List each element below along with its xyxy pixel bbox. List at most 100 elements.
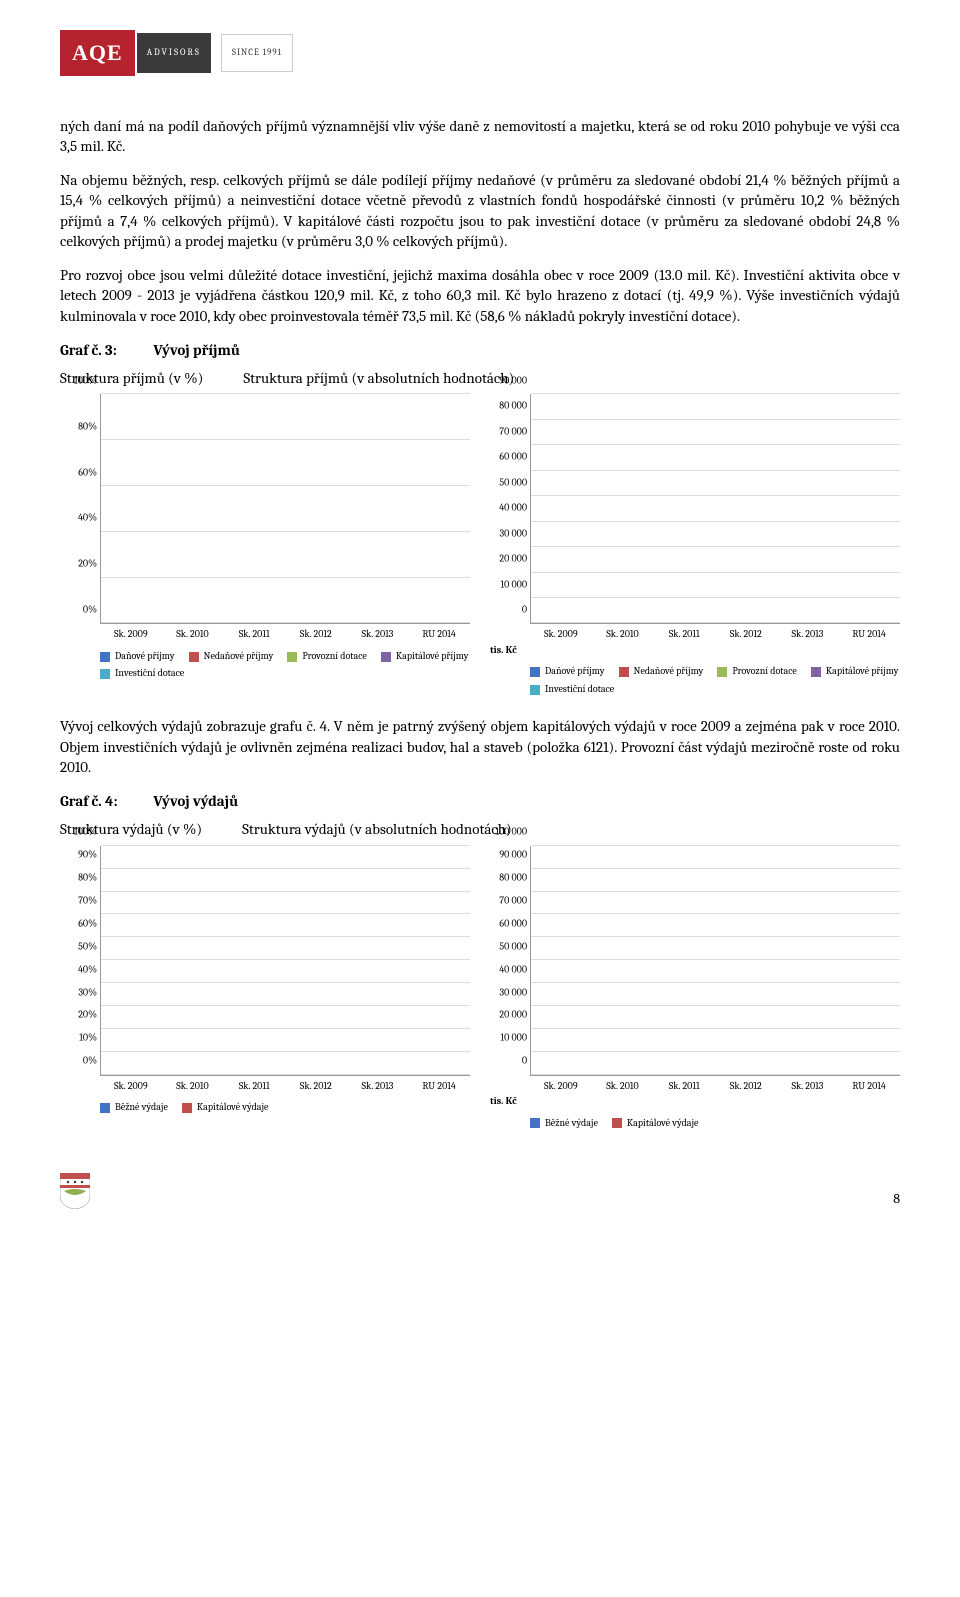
legend-label: Provozní dotace — [302, 650, 367, 664]
x-tick-label: Sk. 2011 — [664, 628, 704, 642]
x-tick-label: Sk. 2013 — [787, 1080, 827, 1094]
y-tick-label: 60 000 — [499, 451, 531, 465]
legend-label: Kapitálové výdaje — [627, 1117, 699, 1131]
y-tick-label: 60 000 — [499, 917, 531, 931]
y-tick-label: 70 000 — [499, 894, 531, 908]
x-tick-label: Sk. 2011 — [234, 628, 274, 642]
logo-aqe: AQE — [60, 30, 135, 76]
y-tick-label: 60% — [78, 917, 101, 931]
paragraph-3: Pro rozvoj obce jsou velmi důležité dota… — [60, 265, 900, 326]
legend-swatch — [100, 1103, 110, 1113]
y-tick-label: 40 000 — [499, 963, 531, 977]
legend-label: Kapitálové příjmy — [826, 665, 899, 679]
subhead-4-right: Struktura výdajů (v absolutních hodnotác… — [202, 819, 900, 839]
legend-swatch — [100, 669, 110, 679]
legend-item: Kapitálové příjmy — [811, 665, 899, 679]
y-tick-label: 60% — [78, 466, 101, 480]
legend-label: Nedaňové příjmy — [634, 665, 704, 679]
y-tick-label: 10 000 — [501, 578, 532, 592]
heading-num: Graf č. 3: — [60, 340, 150, 360]
y-tick-label: 50% — [78, 940, 101, 954]
legend-swatch — [100, 652, 110, 662]
x-tick-label: Sk. 2012 — [726, 628, 766, 642]
y-tick-label: 30 000 — [500, 527, 532, 541]
y-tick-label: 30% — [78, 986, 101, 1000]
x-tick-label: RU 2014 — [849, 628, 889, 642]
y-tick-label: 10 000 — [501, 1032, 532, 1046]
legend-swatch — [381, 652, 391, 662]
legend-item: Provozní dotace — [717, 665, 797, 679]
y-tick-label: 70% — [78, 894, 101, 908]
subhead-row-4: Struktura výdajů (v %) Struktura výdajů … — [60, 819, 900, 839]
y-tick-label: 30 000 — [500, 986, 532, 1000]
legend-item: Nedaňové příjmy — [619, 665, 704, 679]
axis-title: tis. Kč — [490, 1095, 900, 1109]
legend-label: Nedaňové příjmy — [204, 650, 274, 664]
y-tick-label: 100% — [74, 825, 101, 839]
x-tick-label: Sk. 2010 — [602, 628, 642, 642]
x-tick-label: Sk. 2012 — [726, 1080, 766, 1094]
y-tick-label: 10% — [79, 1032, 101, 1046]
chart-3-abs: 010 00020 00030 00040 00050 00060 00070 … — [490, 394, 900, 696]
legend-item: Daňové příjmy — [100, 650, 175, 664]
y-tick-label: 20% — [78, 557, 101, 571]
x-tick-label: Sk. 2010 — [602, 1080, 642, 1094]
legend-item: Nedaňové příjmy — [189, 650, 274, 664]
x-tick-label: Sk. 2009 — [111, 1080, 151, 1094]
y-tick-label: 0 — [522, 603, 531, 617]
legend-swatch — [612, 1118, 622, 1128]
y-tick-label: 80% — [78, 420, 101, 434]
x-tick-label: Sk. 2010 — [172, 1080, 212, 1094]
logo-since: SINCE 1991 — [221, 34, 293, 72]
x-tick-label: Sk. 2010 — [172, 628, 212, 642]
legend-swatch — [619, 667, 629, 677]
legend-swatch — [287, 652, 297, 662]
x-tick-label: RU 2014 — [849, 1080, 889, 1094]
x-tick-label: Sk. 2011 — [664, 1080, 704, 1094]
legend-label: Běžné výdaje — [115, 1101, 168, 1115]
legend-label: Investiční dotace — [545, 683, 614, 697]
y-tick-label: 20% — [78, 1009, 101, 1023]
chart-row-3: 0%20%40%60%80%100%Sk. 2009Sk. 2010Sk. 20… — [60, 394, 900, 696]
paragraph-1: ných daní má na podíl daňových příjmů vý… — [60, 116, 900, 157]
subhead-3-right: Struktura příjmů (v absolutních hodnotác… — [203, 368, 900, 388]
legend-label: Daňové příjmy — [115, 650, 175, 664]
y-tick-label: 70 000 — [499, 425, 531, 439]
y-tick-label: 90% — [78, 848, 101, 862]
y-tick-label: 0 — [522, 1054, 531, 1068]
legend-swatch — [189, 652, 199, 662]
y-tick-label: 20 000 — [499, 552, 531, 566]
legend-swatch — [811, 667, 821, 677]
legend-item: Běžné výdaje — [530, 1117, 598, 1131]
y-tick-label: 100% — [74, 374, 101, 388]
x-tick-label: Sk. 2012 — [296, 628, 336, 642]
y-tick-label: 100 000 — [495, 825, 531, 839]
legend-item: Běžné výdaje — [100, 1101, 168, 1115]
paragraph-2: Na objemu běžných, resp. celkových příjm… — [60, 170, 900, 251]
heading-title: Vývoj příjmů — [153, 341, 240, 359]
y-tick-label: 80 000 — [499, 400, 531, 414]
y-tick-label: 90 000 — [499, 848, 531, 862]
legend-swatch — [530, 1118, 540, 1128]
x-tick-label: RU 2014 — [419, 1080, 459, 1094]
heading-graf-4: Graf č. 4: Vývoj výdajů — [60, 791, 900, 811]
legend-item: Daňové příjmy — [530, 665, 605, 679]
chart-4-abs: 010 00020 00030 00040 00050 00060 00070 … — [490, 846, 900, 1131]
legend-item: Kapitálové výdaje — [182, 1101, 269, 1115]
x-tick-label: Sk. 2013 — [787, 628, 827, 642]
legend-item: Provozní dotace — [287, 650, 367, 664]
legend-label: Běžné výdaje — [545, 1117, 598, 1131]
x-tick-label: Sk. 2012 — [296, 1080, 336, 1094]
page-number: 8 — [893, 1190, 900, 1209]
legend-item: Investiční dotace — [530, 683, 614, 697]
legend-label: Investiční dotace — [115, 667, 184, 681]
heading-title: Vývoj výdajů — [153, 792, 238, 810]
chart-3-pct: 0%20%40%60%80%100%Sk. 2009Sk. 2010Sk. 20… — [60, 394, 470, 696]
subhead-row-3: Struktura příjmů (v %) Struktura příjmů … — [60, 368, 900, 388]
heading-graf-3: Graf č. 3: Vývoj příjmů — [60, 340, 900, 360]
y-tick-label: 0% — [83, 603, 101, 617]
x-tick-label: RU 2014 — [419, 628, 459, 642]
x-tick-label: Sk. 2013 — [357, 1080, 397, 1094]
legend-label: Daňové příjmy — [545, 665, 605, 679]
footer-shield-icon — [60, 1173, 90, 1209]
